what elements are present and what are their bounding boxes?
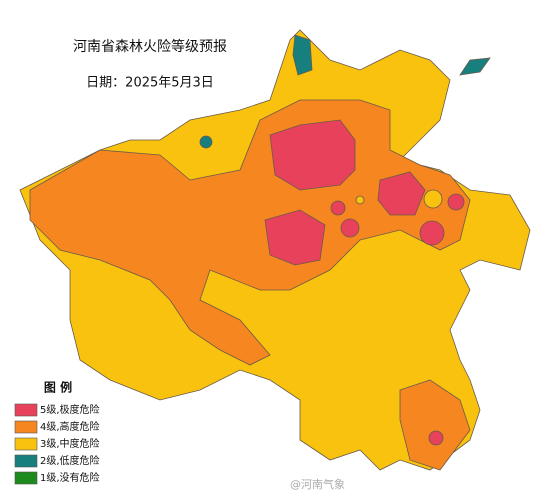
legend-label: 3级,中度危险: [40, 437, 100, 450]
teal-zone: [199, 135, 213, 149]
yellow-zone: [423, 189, 443, 209]
legend-swatch: [14, 471, 38, 485]
red-zone: [330, 200, 346, 216]
red-zone: [428, 430, 444, 446]
legend-label: 1级,没有危险: [40, 471, 100, 484]
map-date: 日期：2025年5月3日: [86, 76, 214, 91]
red-zone: [269, 119, 356, 191]
watermark: @河南气象: [290, 477, 345, 491]
legend-label: 4级,高度危险: [40, 420, 100, 433]
yellow-zone: [355, 195, 365, 205]
map-title: 河南省森林火险等级预报: [73, 38, 227, 55]
legend-swatch: [14, 403, 38, 417]
red-zone: [340, 218, 360, 238]
red-zone: [419, 220, 445, 246]
teal-zone: [459, 57, 491, 76]
teal-zone: [292, 34, 313, 76]
red-zone: [447, 193, 465, 211]
red-zone: [264, 209, 326, 266]
legend-swatch: [14, 420, 38, 434]
orange-zone: [399, 379, 471, 471]
orange-zone: [29, 99, 471, 366]
legend: 5级,极度危险 4级,高度危险 3级,中度危险 2级,低度危险 1级,没有危险: [14, 403, 100, 485]
legend-swatch: [14, 454, 38, 468]
legend-title: 图 例: [44, 380, 72, 395]
legend-swatch: [14, 437, 38, 451]
legend-label: 2级,低度危险: [40, 454, 100, 467]
red-zone: [377, 171, 426, 216]
province-map: [19, 29, 531, 471]
legend-label: 5级,极度危险: [40, 403, 100, 416]
